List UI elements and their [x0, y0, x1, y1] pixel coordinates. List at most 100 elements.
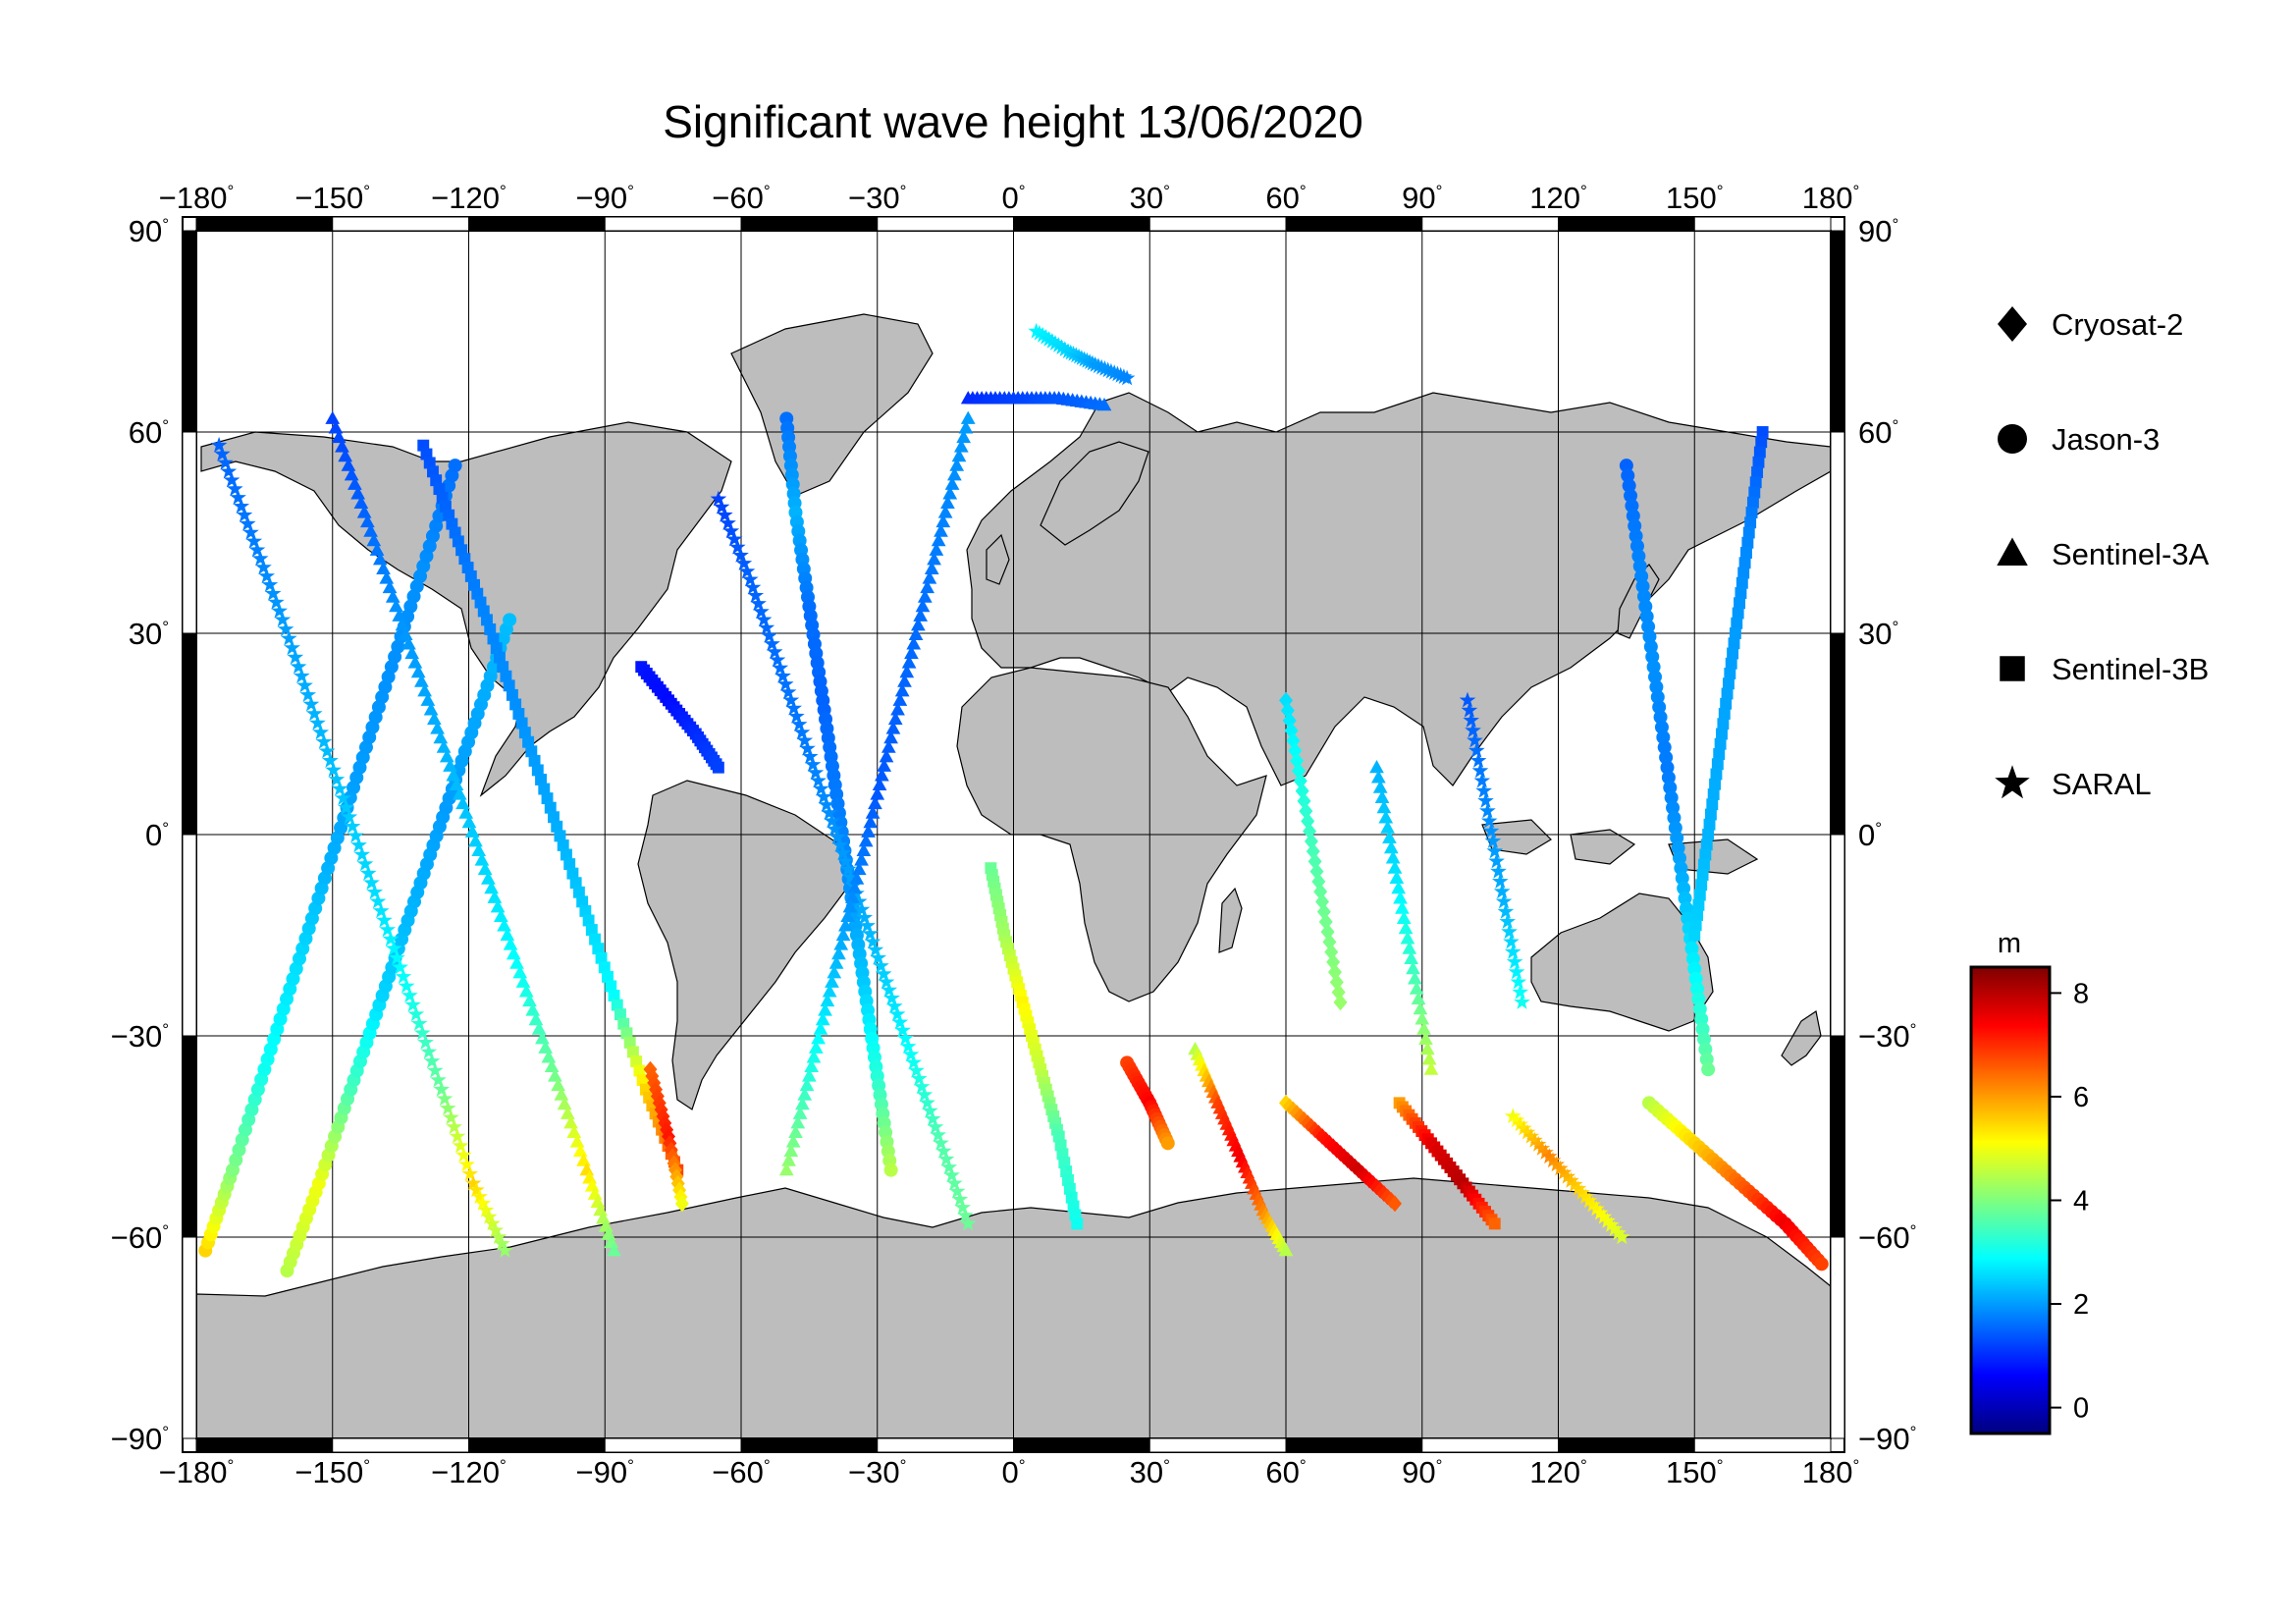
track-point — [1649, 679, 1664, 694]
y-tick-right-0: 90° — [1858, 214, 1898, 248]
track-point — [318, 742, 336, 759]
map-area — [182, 216, 1845, 1453]
track-point — [515, 974, 531, 988]
track-point — [382, 930, 400, 947]
track-point — [427, 465, 439, 478]
track-point — [927, 552, 941, 566]
frame-segment-top-9 — [1421, 216, 1559, 232]
track-point — [576, 1153, 591, 1166]
track-point — [1666, 800, 1681, 815]
track-16 — [1369, 759, 1439, 1075]
track-point — [1497, 902, 1515, 919]
track-point — [991, 895, 1004, 908]
track-point — [897, 1030, 914, 1046]
track-point — [1512, 983, 1528, 1000]
track-point — [864, 933, 881, 949]
track-point — [1411, 991, 1426, 1005]
track-point — [1671, 840, 1685, 855]
track-point — [1402, 941, 1417, 954]
track-point — [1533, 1140, 1551, 1156]
track-point — [1552, 1160, 1569, 1176]
track-point — [455, 795, 470, 810]
track-point — [528, 1011, 544, 1026]
track-point — [994, 909, 1007, 921]
track-point — [1473, 772, 1491, 788]
track-point — [946, 1174, 963, 1191]
track-point — [1409, 981, 1424, 995]
track-3 — [325, 410, 621, 1257]
track-9 — [985, 862, 1084, 1230]
track-point — [1684, 942, 1699, 956]
track-point — [296, 676, 313, 693]
track-point — [1695, 1022, 1710, 1037]
track-23 — [635, 661, 724, 774]
track-point — [1641, 620, 1656, 634]
track-point — [369, 893, 387, 909]
track-point — [1062, 1173, 1074, 1186]
track-point — [464, 824, 480, 838]
track-point — [810, 772, 827, 788]
track-point — [818, 796, 835, 812]
track-point — [1522, 1127, 1540, 1144]
x-tick-top-10: 120° — [1529, 181, 1587, 215]
legend-label-0: Cryosat-2 — [2052, 307, 2183, 342]
track-point — [922, 1102, 938, 1118]
track-point — [331, 780, 348, 796]
track-point — [376, 911, 393, 928]
track-point — [861, 824, 876, 838]
track-point — [1699, 848, 1712, 861]
x-tick-bottom-3: −90° — [576, 1455, 634, 1489]
track-point — [1675, 871, 1689, 886]
land-north-america — [200, 421, 732, 797]
track-point — [439, 500, 452, 513]
track-point — [788, 1124, 803, 1138]
track-point — [1387, 860, 1403, 874]
track-point — [1711, 758, 1724, 771]
track-point — [937, 505, 953, 518]
track-point — [1465, 722, 1481, 738]
track-point — [1035, 1063, 1047, 1076]
track-point — [500, 670, 512, 682]
track-point — [417, 683, 432, 697]
track-point — [563, 858, 576, 871]
track-point — [554, 1087, 569, 1101]
track-point — [713, 498, 730, 514]
track-point — [430, 721, 445, 734]
track-point — [885, 721, 901, 734]
track-point — [883, 990, 900, 1005]
track-point — [1406, 960, 1420, 975]
track-point — [674, 1195, 689, 1213]
track-point — [420, 1043, 438, 1059]
track-point — [781, 1153, 796, 1166]
track-point — [992, 902, 1005, 915]
track-point — [753, 603, 770, 620]
frame-segment-right-0 — [1830, 230, 1845, 433]
track-point — [834, 844, 851, 861]
track-17 — [1279, 691, 1348, 1011]
track-point — [525, 745, 538, 758]
track-point — [598, 961, 611, 974]
track-point — [347, 827, 364, 843]
track-point — [1722, 677, 1735, 690]
track-point — [1060, 1165, 1073, 1177]
track-point — [395, 968, 412, 984]
track-point — [1475, 782, 1492, 798]
track-point — [948, 1182, 966, 1199]
track-point — [844, 890, 860, 903]
track-point — [1398, 920, 1414, 935]
track-point — [933, 1134, 949, 1151]
track-point — [531, 1021, 547, 1035]
track-point — [1063, 1182, 1076, 1195]
legend-marker-square — [2000, 656, 2025, 681]
track-point — [1461, 701, 1478, 718]
track-point — [1634, 568, 1649, 583]
track-point — [360, 864, 377, 881]
track-point — [487, 632, 500, 645]
track-point — [620, 1027, 633, 1040]
track-point — [802, 1068, 817, 1082]
track-point — [660, 1121, 674, 1139]
track-point — [423, 1053, 441, 1068]
track-point — [335, 789, 351, 806]
track-point — [458, 553, 471, 566]
track-point — [1471, 762, 1489, 779]
